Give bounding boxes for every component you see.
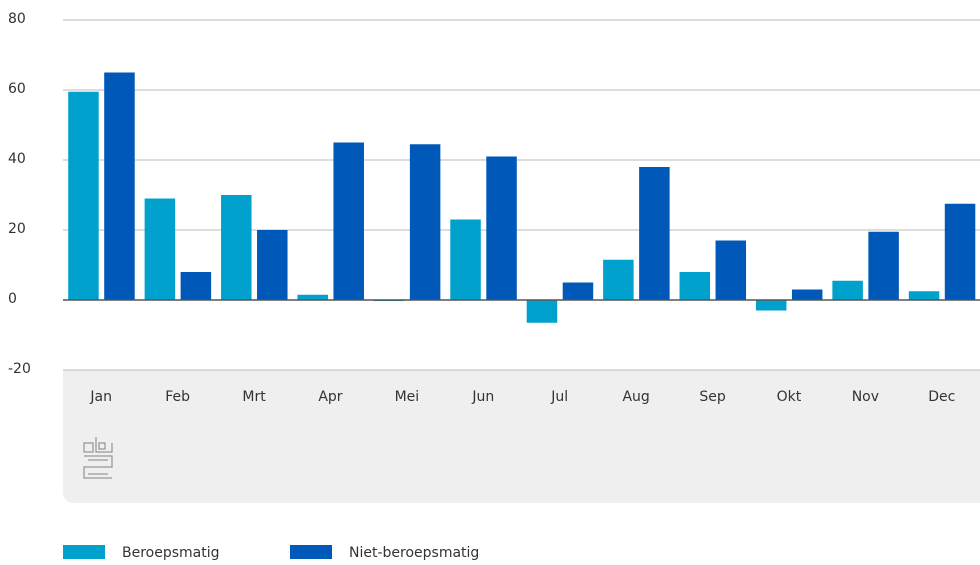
x-tick-label: Jul xyxy=(550,389,568,405)
legend-swatch xyxy=(290,545,332,559)
x-tick-label: Mei xyxy=(395,389,420,405)
y-tick-label: 0 xyxy=(8,291,17,307)
logo xyxy=(83,437,113,479)
bar xyxy=(944,203,976,300)
x-tick-label: Jun xyxy=(471,389,494,405)
bar xyxy=(639,167,670,300)
bar xyxy=(832,280,863,300)
bar xyxy=(409,144,441,300)
x-tick-label: Jan xyxy=(89,389,112,405)
bar xyxy=(221,195,252,300)
bar xyxy=(679,272,711,300)
x-tick-label: Apr xyxy=(318,389,342,405)
bar xyxy=(144,198,176,300)
y-tick-label: -20 xyxy=(8,361,31,377)
bar xyxy=(297,294,328,300)
bar xyxy=(486,156,517,300)
bar xyxy=(908,291,940,300)
bar xyxy=(603,259,634,300)
bar xyxy=(257,230,288,300)
bar xyxy=(180,272,212,300)
bar xyxy=(450,219,481,300)
x-tick-label: Feb xyxy=(165,389,190,405)
y-tick-label: 60 xyxy=(8,81,26,97)
axis-panel xyxy=(63,370,980,503)
y-tick-label: 80 xyxy=(8,11,26,27)
x-tick-label: Okt xyxy=(777,389,802,405)
x-tick-label: Aug xyxy=(622,389,649,405)
legend-label: Niet-beroepsmatig xyxy=(349,545,479,561)
legend-swatch xyxy=(63,545,105,559)
x-tick-label: Sep xyxy=(699,389,726,405)
bar xyxy=(104,72,135,300)
x-tick-label: Dec xyxy=(928,389,955,405)
bar xyxy=(868,231,899,300)
x-tick-label: Mrt xyxy=(242,389,266,405)
legend-label: Beroepsmatig xyxy=(122,545,220,561)
x-tick-label: Nov xyxy=(852,389,879,405)
bar xyxy=(791,289,823,300)
y-tick-label: 40 xyxy=(8,151,26,167)
bar xyxy=(755,300,787,311)
bar xyxy=(68,91,99,300)
bar xyxy=(333,142,364,300)
bar xyxy=(526,300,558,323)
bar xyxy=(715,240,747,300)
bar xyxy=(562,282,594,300)
y-tick-label: 20 xyxy=(8,221,26,237)
